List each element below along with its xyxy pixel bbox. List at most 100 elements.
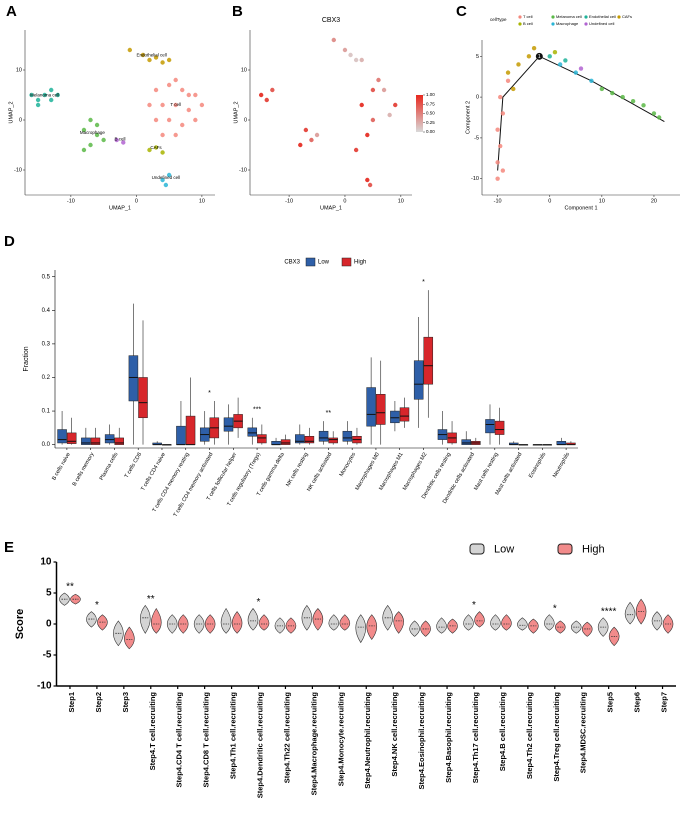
- y-tick-label: -10: [239, 167, 247, 173]
- box: [390, 410, 400, 424]
- violin: [436, 617, 447, 634]
- x-tick-label: Step4.Monocyte.recruiting: [336, 692, 345, 787]
- violin: [247, 608, 259, 631]
- legend-swatch: [557, 543, 573, 555]
- significance: *: [422, 279, 425, 286]
- violin: [517, 617, 528, 631]
- x-tick-label: -10: [494, 198, 502, 204]
- x-tick-label: Monocytes: [339, 452, 358, 478]
- x-tick-label: Step4.Th17 cell.recruiting: [471, 692, 480, 784]
- y-axis-label: UMAP_2: [8, 101, 14, 123]
- box: [556, 441, 567, 445]
- point: [166, 117, 172, 123]
- point: [376, 77, 381, 83]
- point: [258, 92, 264, 98]
- panel-letter: A: [6, 3, 17, 20]
- cluster-label: T cell: [170, 102, 181, 107]
- violin: [366, 614, 378, 641]
- point: [387, 112, 392, 118]
- legend-swatch: [341, 257, 352, 267]
- y-tick-label: 0: [19, 117, 22, 123]
- legend-swatch: [518, 22, 522, 26]
- point: [88, 117, 93, 123]
- box: [423, 336, 434, 385]
- x-tick-label: NK cells activated: [306, 452, 333, 493]
- box: [138, 377, 148, 419]
- y-tick-label: 0: [476, 95, 479, 101]
- colorbar-label: 0.75: [426, 101, 435, 106]
- point: [298, 142, 303, 148]
- x-tick-label: Step7: [660, 692, 669, 712]
- box: [104, 434, 115, 444]
- box: [461, 439, 471, 445]
- box: [366, 387, 376, 427]
- x-tick-label: Macrophages M1: [378, 452, 404, 492]
- y-tick-label: -10: [14, 167, 22, 173]
- x-tick-label: T cells CD8: [124, 452, 143, 480]
- panel-letter: B: [232, 3, 243, 20]
- x-tick-label: Step3: [121, 692, 130, 712]
- significance: ***: [253, 407, 261, 414]
- point: [264, 97, 269, 103]
- cluster-label: Melanoma cell: [30, 92, 59, 97]
- cluster-label: Endothelial cell: [137, 53, 167, 58]
- point: [55, 92, 60, 98]
- y-tick-label: 10: [16, 67, 22, 73]
- point: [193, 117, 198, 123]
- legend-label: Undefined cell: [589, 21, 614, 26]
- point: [505, 70, 511, 75]
- y-tick-label: 0.4: [42, 308, 51, 314]
- panel-letter: C: [456, 3, 467, 20]
- y-tick-label: 5: [476, 54, 479, 60]
- point: [498, 143, 503, 149]
- cluster-label: Undefined cell: [152, 175, 181, 180]
- y-tick-label: 0.3: [42, 341, 51, 347]
- point: [656, 115, 662, 120]
- point: [35, 97, 41, 103]
- x-tick-label: 0: [343, 198, 346, 204]
- cluster-label: Macrophage: [80, 130, 106, 135]
- box: [485, 419, 495, 434]
- point: [547, 54, 552, 59]
- point: [505, 78, 511, 83]
- point: [160, 177, 165, 183]
- significance: **: [147, 594, 155, 605]
- point: [370, 87, 376, 93]
- point: [557, 62, 563, 67]
- violin: [463, 614, 474, 631]
- point: [94, 122, 100, 128]
- point: [49, 97, 54, 103]
- x-tick-label: Step4.Th1 cell.recruiting: [229, 692, 238, 780]
- x-tick-label: Step4.B cell.recruiting: [498, 692, 507, 772]
- x-tick-label: Step4.Treg cell.recruiting: [552, 692, 561, 782]
- box: [223, 417, 234, 432]
- x-tick-label: Step5: [606, 692, 615, 712]
- x-tick-label: Step4.Dendritic cell.recruiting: [255, 692, 264, 799]
- legend-label: T cell: [523, 14, 533, 19]
- x-tick-label: Step4.Basophil.recruiting: [444, 692, 453, 783]
- legend-swatch: [584, 15, 588, 19]
- point: [630, 98, 636, 104]
- y-tick-label: 10: [40, 557, 52, 568]
- x-tick-label: Step2: [94, 692, 103, 712]
- point: [114, 137, 119, 143]
- box: [399, 407, 410, 422]
- y-axis-label: Fraction: [23, 346, 30, 371]
- box: [375, 394, 386, 425]
- violin: [393, 611, 404, 634]
- point: [173, 102, 178, 108]
- point: [94, 132, 100, 138]
- point: [531, 45, 537, 51]
- y-tick-label: 0.1: [42, 409, 51, 415]
- point: [193, 92, 198, 98]
- violin: [139, 604, 151, 634]
- legend-label: High: [354, 260, 366, 266]
- x-tick-label: Step4.CD4 T cell.recruiting: [175, 692, 184, 788]
- x-axis-label: UMAP_1: [109, 205, 131, 211]
- x-tick-label: 10: [199, 198, 205, 204]
- x-axis-label: Component 1: [564, 205, 597, 211]
- point: [500, 111, 506, 116]
- y-tick-label: -5: [43, 650, 52, 661]
- box: [57, 429, 67, 444]
- point: [651, 111, 657, 116]
